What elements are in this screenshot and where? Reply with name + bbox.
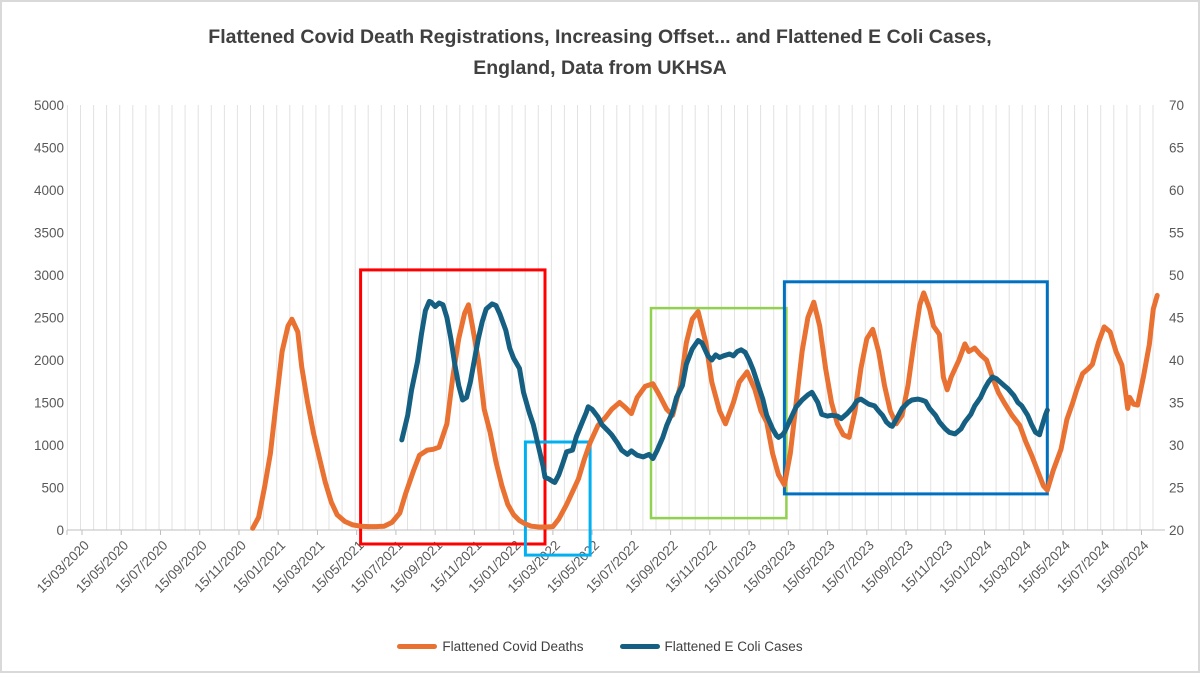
y-right-tick-label: 40 [1169, 353, 1184, 368]
series-line-ecoli [399, 298, 1050, 485]
y-left-tick-label: 1000 [34, 438, 64, 453]
y-right-tick-label: 35 [1169, 396, 1184, 411]
gridlines [66, 105, 1154, 530]
y-right-tick-label: 30 [1169, 438, 1184, 453]
legend-label-ecoli: Flattened E Coli Cases [664, 639, 803, 654]
green-box [649, 306, 788, 520]
y-axis-left-labels: 0 500 1000 1500 2000 2500 3000 3500 4000 4500 5000 [34, 98, 64, 538]
series-line-covid [250, 290, 1160, 531]
y-left-tick-label: 5000 [34, 98, 64, 113]
y-left-tick-label: 3500 [34, 226, 64, 241]
legend-item-ecoli: Flattened E Coli Cases [619, 639, 803, 654]
cyan-box [523, 440, 592, 557]
y-right-tick-label: 65 [1169, 141, 1184, 156]
ecoli-line-swatch [619, 644, 660, 649]
covid-line-swatch [397, 644, 438, 649]
y-right-tick-label: 55 [1169, 226, 1184, 241]
y-right-tick-label: 45 [1169, 311, 1184, 326]
legend-item-covid: Flattened Covid Deaths [397, 639, 584, 654]
y-right-tick-label: 20 [1169, 523, 1184, 538]
legend-label-covid: Flattened Covid Deaths [442, 639, 584, 654]
y-right-tick-label: 25 [1169, 481, 1184, 496]
red-box [359, 268, 547, 546]
chart-title-line1: Flattened Covid Death Registrations, Inc… [208, 26, 992, 48]
y-left-tick-label: 0 [56, 523, 64, 538]
y-left-tick-label: 2500 [34, 311, 64, 326]
y-left-tick-label: 500 [41, 481, 64, 496]
y-left-tick-label: 4500 [34, 141, 64, 156]
chart-title-line2: England, Data from UKHSA [473, 57, 727, 79]
y-right-tick-label: 50 [1169, 268, 1184, 283]
blue-box [782, 280, 1049, 496]
y-left-tick-label: 1500 [34, 396, 64, 411]
chart-title: Flattened Covid Death Registrations, Inc… [2, 22, 1198, 84]
legend: Flattened Covid Deaths Flattened E Coli … [2, 639, 1198, 654]
x-axis [66, 529, 1165, 535]
annotation-boxes [359, 268, 1049, 557]
y-left-tick-label: 4000 [34, 183, 64, 198]
y-right-tick-label: 60 [1169, 183, 1184, 198]
y-axis-right-labels: 20 25 30 35 40 45 50 55 60 65 70 [1169, 98, 1184, 538]
y-left-tick-label: 2000 [34, 353, 64, 368]
y-left-tick-label: 3000 [34, 268, 64, 283]
y-right-tick-label: 70 [1169, 98, 1184, 113]
x-axis-labels: 15/03/202015/05/202015/07/202015/09/2020… [34, 537, 1152, 596]
